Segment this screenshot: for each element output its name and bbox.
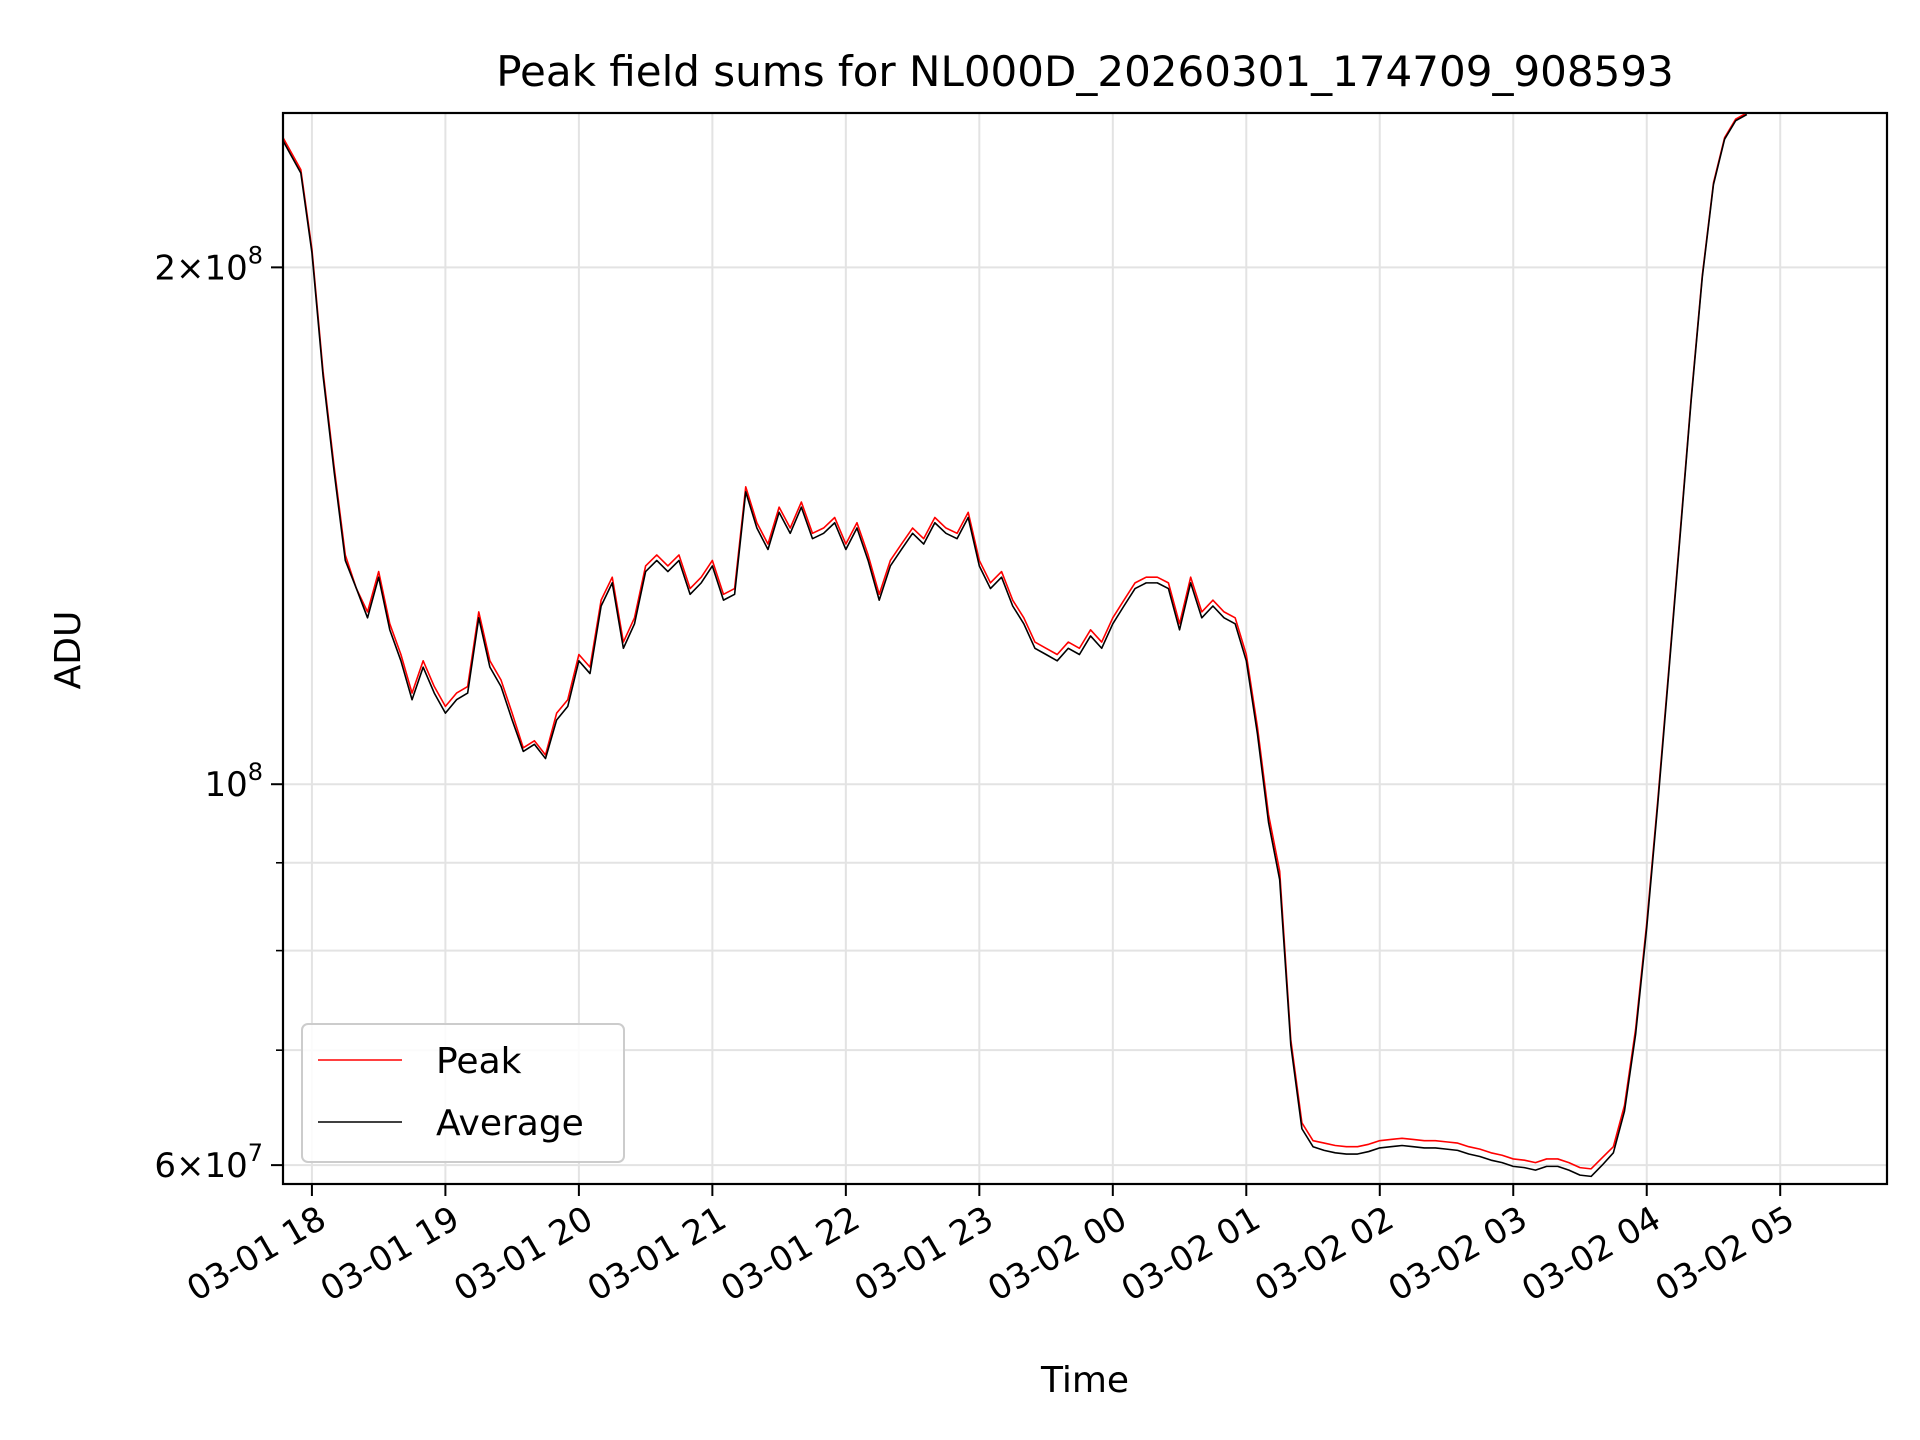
series-line-average bbox=[282, 113, 1748, 1178]
legend: Peak Average bbox=[301, 1023, 625, 1163]
chart-title: Peak field sums for NL000D_20260301_1747… bbox=[496, 47, 1674, 96]
y-tick-label: 2×108 bbox=[154, 241, 263, 288]
y-axis-label: ADU bbox=[48, 611, 89, 690]
series-line-peak bbox=[282, 112, 1748, 1170]
x-axis-label: Time bbox=[1040, 1360, 1129, 1401]
y-axis: 108 6×107 2×108 bbox=[154, 241, 283, 1186]
legend-label-average: Average bbox=[436, 1103, 584, 1144]
y-tick-label: 108 bbox=[204, 758, 263, 805]
y-tick-label: 6×107 bbox=[154, 1139, 263, 1186]
axes-frame bbox=[281, 111, 1889, 1186]
legend-box bbox=[301, 1023, 625, 1163]
series-layer bbox=[282, 112, 1748, 1178]
legend-label-peak: Peak bbox=[436, 1041, 522, 1082]
